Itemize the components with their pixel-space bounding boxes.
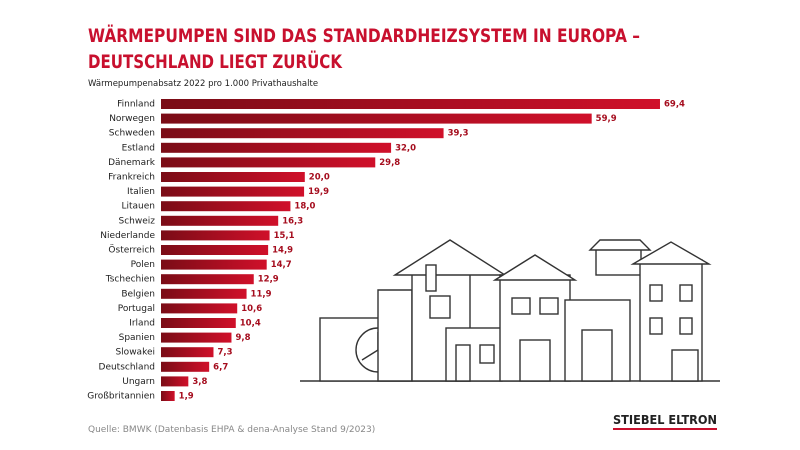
category-label: Estland: [122, 143, 155, 153]
bar: [161, 303, 238, 314]
value-label: 11,9: [251, 289, 272, 299]
bar: [161, 142, 392, 153]
bar: [161, 157, 376, 168]
category-label: Großbritannien: [87, 392, 155, 402]
bar: [161, 259, 267, 270]
value-label: 10,4: [240, 319, 261, 329]
source-note: Quelle: BMWK (Datenbasis EHPA & dena-Ana…: [88, 425, 375, 435]
category-label: Finnland: [117, 100, 155, 110]
category-label: Tschechien: [105, 275, 155, 285]
value-label: 20,0: [309, 173, 330, 183]
bar: [161, 274, 254, 285]
value-label: 59,9: [596, 114, 617, 124]
bar: [161, 332, 232, 343]
value-label: 14,9: [272, 246, 293, 256]
category-label: Frankreich: [108, 173, 155, 183]
bar: [161, 376, 189, 387]
category-label: Polen: [131, 260, 155, 270]
brand-logo: STIEBEL ELTRON: [613, 413, 717, 427]
value-label: 32,0: [395, 143, 416, 153]
category-label: Dänemark: [108, 158, 156, 168]
value-label: 7,3: [217, 348, 232, 358]
bar: [161, 128, 444, 139]
bar: [161, 318, 236, 328]
value-label: 18,0: [294, 202, 315, 212]
category-label: Niederlande: [100, 231, 155, 241]
category-label: Belgien: [121, 289, 155, 299]
chart-title: WÄRMEPUMPEN SIND DAS STANDARDHEIZSYSTEM …: [88, 23, 640, 47]
value-label: 10,6: [241, 304, 262, 314]
value-label: 39,3: [448, 129, 469, 139]
value-label: 9,8: [235, 333, 250, 343]
category-label: Österreich: [108, 245, 155, 256]
house-illustration: [300, 239, 720, 382]
chart-title-line2: DEUTSCHLAND LIEGT ZURÜCK: [88, 49, 343, 73]
value-label: 1,9: [179, 392, 194, 402]
value-label: 15,1: [274, 231, 295, 241]
value-label: 16,3: [282, 216, 303, 226]
category-label: Portugal: [118, 304, 155, 314]
bar: [161, 99, 660, 109]
value-label: 29,8: [379, 158, 400, 168]
bar: [161, 288, 247, 299]
category-label: Litauen: [121, 202, 155, 212]
bar: [161, 347, 214, 358]
value-label: 6,7: [213, 362, 228, 372]
value-label: 3,8: [192, 377, 207, 387]
bar: [161, 230, 270, 241]
chart-subtitle: Wärmepumpenabsatz 2022 pro 1.000 Privath…: [88, 79, 318, 89]
category-label: Schweiz: [119, 216, 156, 226]
category-label: Slowakei: [115, 348, 155, 358]
bar: [161, 245, 269, 255]
bar: [161, 215, 279, 226]
value-label: 69,4: [664, 100, 685, 110]
value-label: 19,9: [308, 187, 329, 197]
category-label: Irland: [129, 319, 155, 329]
category-label: Spanien: [119, 333, 155, 343]
category-label: Italien: [127, 187, 155, 197]
bar: [161, 201, 291, 212]
bar: [161, 113, 592, 124]
category-label: Norwegen: [109, 114, 155, 124]
brand-underline: [613, 428, 717, 430]
value-label: 14,7: [271, 260, 292, 270]
category-label: Deutschland: [99, 362, 155, 372]
bar: [161, 361, 210, 372]
value-label: 12,9: [258, 275, 279, 285]
category-label: Ungarn: [122, 377, 155, 387]
category-label: Schweden: [109, 129, 155, 139]
bar: [161, 186, 305, 197]
bar: [161, 391, 175, 401]
bar: [161, 172, 305, 182]
